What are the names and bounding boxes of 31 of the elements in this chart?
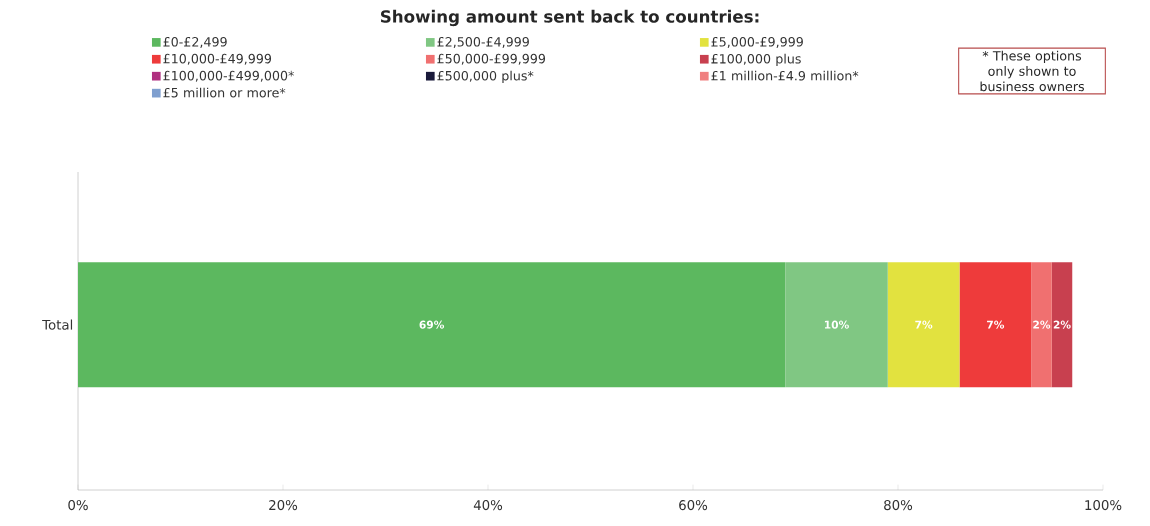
legend-label: £5,000-£9,999 xyxy=(711,37,803,48)
bar xyxy=(887,262,960,388)
legend-label: £500,000 plus* xyxy=(437,70,534,83)
data-label: 10% xyxy=(824,320,849,329)
y-tick-label: Total xyxy=(42,319,73,330)
data-label: 69% xyxy=(419,320,445,329)
bar xyxy=(1031,262,1052,388)
bar xyxy=(1051,262,1073,388)
data-label: 2% xyxy=(1053,320,1071,329)
x-tick-label: 60% xyxy=(679,500,708,511)
legend-label: £2,500-£4,999 xyxy=(437,37,529,48)
legend-label: £50,000-£99,999 xyxy=(437,53,546,65)
x-tick-label: 80% xyxy=(884,500,913,511)
legend-label: £10,000-£49,999 xyxy=(163,53,272,65)
bar xyxy=(785,262,888,388)
bar xyxy=(959,262,1032,388)
data-label: 7% xyxy=(987,320,1005,329)
x-tick-label: 40% xyxy=(473,500,503,511)
legend-label: £1 million-£4.9 million* xyxy=(711,70,859,81)
legend-label: £100,000 plus xyxy=(711,53,801,67)
bar xyxy=(78,262,786,388)
legend-label: £5 million or more* xyxy=(163,87,286,98)
legend-label: £0-£2,499 xyxy=(163,37,227,48)
data-label: 7% xyxy=(915,320,933,329)
x-tick-label: 0% xyxy=(68,500,88,511)
x-tick-label: 100% xyxy=(1085,500,1122,511)
chart-title: Showing amount sent back to countries: xyxy=(380,9,759,27)
text: * These options only shown to business owners xyxy=(980,50,1084,92)
legend-label: £100,000-£499,000* xyxy=(163,70,294,82)
x-tick-label: 20% xyxy=(269,500,298,511)
data-label: 2% xyxy=(1033,320,1051,329)
